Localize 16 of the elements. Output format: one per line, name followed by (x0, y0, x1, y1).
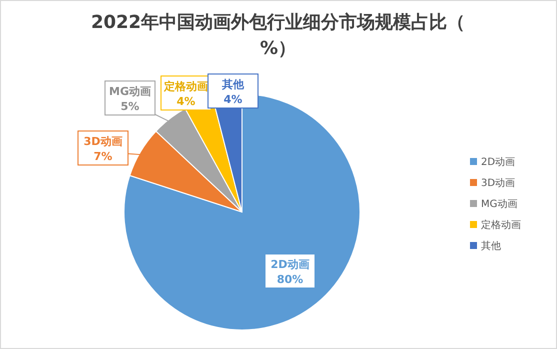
legend-label: 3D动画 (481, 178, 516, 189)
legend-label: MG动画 (481, 199, 518, 210)
data-label: 7% (94, 150, 112, 163)
data-label: 5% (120, 100, 140, 113)
chart-title: 2022年中国动画外包行业细分市场规模占比（%） (90, 12, 466, 59)
data-label: 4% (176, 95, 196, 108)
legend-label: 其他 (481, 240, 501, 252)
data-label: 4% (224, 93, 242, 106)
slice-label: 定格动画 (163, 80, 208, 93)
slice-label: MG动画 (109, 85, 151, 98)
slice-label: 3D动画 (84, 135, 122, 148)
data-label: 80% (276, 273, 304, 286)
legend-label: 2D动画 (481, 157, 516, 168)
legend-label: 定格动画 (481, 219, 521, 231)
slice-label: 2D动画 (270, 258, 310, 271)
slice-label: 其他 (221, 78, 245, 91)
